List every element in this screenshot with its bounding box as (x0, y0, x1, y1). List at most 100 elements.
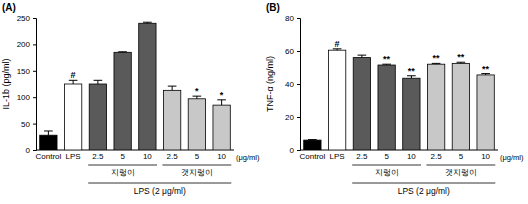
panel: (A) IL-1b (pg/ml) 0 50 100 150 200 250 Control LP… (1, 2, 260, 196)
x-tick-label: 2.5 (356, 152, 368, 161)
x-tick-label: 2.5 (431, 152, 443, 161)
y-tick: 0 (290, 146, 300, 155)
y-tick-mark (297, 84, 300, 85)
y-axis-title: IL-1b (pg/ml) (1, 58, 11, 109)
x-tick-label: 10 (217, 152, 226, 161)
y-tick-mark (297, 18, 300, 19)
x-tick: 10 (217, 150, 226, 161)
bar (328, 50, 345, 150)
y-tick: 250 (17, 14, 36, 23)
bar (64, 84, 81, 150)
y-tick: 200 (17, 40, 36, 49)
x-tick-label: 5 (195, 152, 200, 161)
x-tick: 2.5 (356, 150, 368, 161)
error-bar (407, 76, 416, 78)
x-tick-label: LPS (330, 152, 345, 161)
y-tick-label: 60 (285, 47, 294, 56)
error-bar (333, 49, 342, 50)
x-tick-label: Control (35, 152, 61, 161)
x-tick: 5 (195, 150, 200, 161)
y-tick-label: 80 (285, 14, 294, 23)
y-tick-label: 100 (17, 93, 31, 102)
x-tick: LPS (330, 150, 345, 161)
y-tick-mark (297, 51, 300, 52)
y-tick: 60 (285, 47, 300, 56)
x-tick: 10 (481, 150, 490, 161)
y-tick-label: 200 (17, 40, 31, 49)
y-tick-label: 250 (17, 14, 31, 23)
bar (89, 84, 106, 150)
panel: (B)TNF-α (ng/ml)020406080ControlLPS2.551… (265, 2, 524, 196)
treatment-label: LPS (2 μg/ml) (398, 186, 450, 196)
error-bar (143, 22, 152, 23)
y-tick: 80 (285, 14, 300, 23)
significance-label: # (71, 70, 76, 80)
error-bar (358, 55, 367, 57)
bar (188, 99, 205, 150)
y-tick-label: 150 (17, 67, 31, 76)
significance-label: ** (433, 53, 441, 63)
y-tick-mark (33, 124, 36, 125)
x-tick: 2.5 (92, 150, 104, 161)
panel-title: (A) (2, 2, 16, 13)
unit-label: (μg/ml) (236, 153, 260, 162)
y-tick-label: 20 (285, 113, 294, 122)
significance-label: ** (408, 66, 416, 76)
y-axis: 020406080 (285, 14, 300, 155)
x-tick-label: 10 (407, 152, 416, 161)
bar (378, 65, 395, 150)
x-tick: 5 (459, 150, 464, 161)
y-tick: 20 (285, 113, 300, 122)
group-label: 지렁이 (111, 168, 135, 177)
bar (403, 78, 420, 150)
y-axis-line (297, 19, 301, 151)
x-tick: 10 (143, 150, 152, 161)
group-bracket (88, 165, 157, 166)
significance-label: * (195, 86, 199, 96)
x-tick-label: 5 (384, 152, 389, 161)
y-tick-mark (33, 97, 36, 98)
significance-label: ** (482, 64, 490, 74)
error-bar (457, 62, 466, 63)
error-bar (168, 86, 177, 90)
x-tick-label: 5 (120, 152, 125, 161)
error-bar (193, 96, 202, 99)
x-tick-label: Control (299, 152, 325, 161)
bar (40, 135, 57, 150)
error-bar (217, 100, 226, 105)
x-tick: Control (35, 150, 61, 161)
y-tick-mark (33, 71, 36, 72)
y-axis-line (33, 19, 37, 151)
error-bar (481, 74, 490, 75)
treatment-label: LPS (2 μg/ml) (134, 186, 186, 196)
y-tick: 0 (26, 146, 36, 155)
treatment-bracket (88, 183, 231, 184)
x-tick: Control (299, 150, 325, 161)
significance-label: ** (457, 52, 465, 62)
y-tick-mark (297, 117, 300, 118)
error-bar (69, 80, 78, 84)
figure: (A)IL-1b (pg/ml)050100150200250ControlLP… (0, 0, 528, 204)
bar (477, 75, 494, 150)
y-tick: 50 (21, 120, 36, 129)
unit-label: (μg/ml) (500, 153, 524, 162)
bar (213, 105, 230, 150)
y-axis-title: TNF-α (ng/ml) (265, 56, 275, 112)
bar (427, 64, 444, 150)
x-tick: 10 (407, 150, 416, 161)
x-axis: Control LPS 2.5 5 10 2.5 5 10 (299, 150, 498, 161)
error-bar (94, 80, 103, 84)
significance-label: ** (383, 54, 391, 64)
significance-label: * (220, 90, 224, 100)
y-tick-mark (33, 44, 36, 45)
x-tick-label: 10 (143, 152, 152, 161)
x-axis: ControlLPS2.55102.5510 (35, 150, 234, 161)
bar (139, 23, 156, 150)
bar (163, 90, 180, 150)
significance-label: # (335, 39, 340, 49)
x-tick: 5 (120, 150, 125, 161)
x-tick: LPS (66, 150, 81, 161)
bar (114, 52, 131, 150)
panel-title: (B) (266, 2, 280, 13)
y-tick-label: 0 (290, 146, 295, 155)
